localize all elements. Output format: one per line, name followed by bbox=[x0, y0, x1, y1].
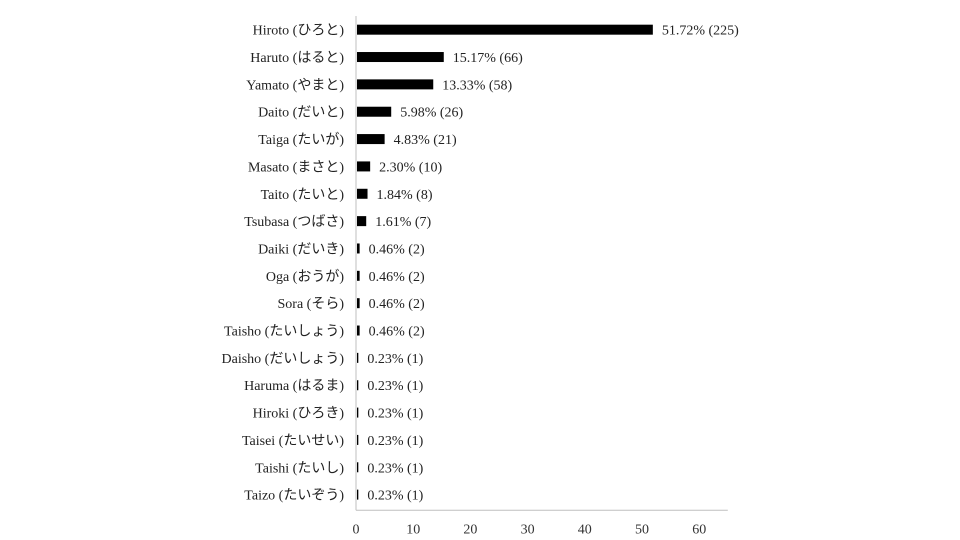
category-labels: Hiroto (ひろと) Haruto (はると) Yamato (やまと) Dait… bbox=[222, 24, 345, 504]
data-label: 2.30% (10) bbox=[379, 160, 442, 175]
data-label: 13.33% (58) bbox=[442, 78, 512, 93]
category-label: Hiroki (ひろき) bbox=[253, 406, 345, 422]
data-label: 15.17% (66) bbox=[453, 51, 523, 66]
bar bbox=[357, 134, 385, 145]
data-label: 1.61% (7) bbox=[375, 215, 431, 230]
data-label: 0.23% (1) bbox=[367, 407, 423, 422]
data-label: 0.23% (1) bbox=[367, 434, 423, 449]
bar bbox=[357, 24, 653, 35]
x-tick-label: 10 bbox=[406, 522, 420, 537]
bar bbox=[357, 352, 359, 363]
category-label: Taishi (たいし) bbox=[255, 460, 344, 476]
category-label: Tsubasa (つばさ) bbox=[244, 214, 344, 230]
bar bbox=[357, 380, 359, 391]
data-label: 5.98% (26) bbox=[400, 106, 463, 121]
category-label: Taiga (たいが) bbox=[258, 132, 344, 148]
x-tick-label: 50 bbox=[635, 522, 649, 537]
data-label: 0.46% (2) bbox=[369, 270, 425, 285]
bar bbox=[357, 106, 392, 117]
category-label: Daisho (だいしょう) bbox=[222, 351, 345, 367]
bar bbox=[357, 434, 359, 445]
category-label: Taisho (たいしょう) bbox=[224, 324, 344, 340]
data-label: 0.46% (2) bbox=[369, 297, 425, 312]
category-label: Taizo (たいぞう) bbox=[244, 488, 344, 504]
data-label: 0.46% (2) bbox=[369, 325, 425, 340]
bar bbox=[357, 489, 359, 500]
data-label: 1.84% (8) bbox=[377, 188, 433, 203]
category-label: Hiroto (ひろと) bbox=[253, 24, 345, 39]
bar bbox=[357, 462, 359, 473]
data-label: 0.46% (2) bbox=[369, 242, 425, 257]
x-tick-label: 0 bbox=[353, 522, 360, 537]
bar bbox=[357, 270, 360, 281]
data-labels: 51.72% (225) 15.17% (66) 13.33% (58) 5.98% … bbox=[367, 24, 739, 504]
bar bbox=[357, 52, 444, 63]
category-label: Taito (たいと) bbox=[261, 187, 345, 203]
x-tick-label: 60 bbox=[692, 522, 706, 537]
category-label: Yamato (やまと) bbox=[246, 77, 344, 93]
bar bbox=[357, 298, 360, 309]
x-axis-ticks: 0 10 20 30 40 50 60 bbox=[353, 522, 707, 537]
category-label: Haruto (はると) bbox=[250, 51, 344, 66]
bar bbox=[357, 216, 367, 227]
x-tick-label: 40 bbox=[578, 522, 592, 537]
data-label: 0.23% (1) bbox=[367, 352, 423, 367]
data-label: 4.83% (21) bbox=[394, 133, 457, 148]
category-label: Haruma (はるま) bbox=[244, 379, 344, 394]
category-label: Taisei (たいせい) bbox=[242, 433, 344, 449]
bar bbox=[357, 161, 371, 172]
data-label: 0.23% (1) bbox=[367, 379, 423, 394]
bar bbox=[357, 325, 360, 336]
data-label: 0.23% (1) bbox=[367, 489, 423, 504]
bar bbox=[357, 407, 359, 418]
bar bbox=[357, 188, 368, 199]
category-label: Daiki (だいき) bbox=[258, 241, 344, 257]
x-tick-label: 30 bbox=[521, 522, 535, 537]
data-label: 0.23% (1) bbox=[367, 461, 423, 476]
x-tick-label: 20 bbox=[463, 522, 477, 537]
category-label: Sora (そら) bbox=[278, 296, 345, 312]
bar bbox=[357, 79, 434, 90]
category-label: Oga (おうが) bbox=[266, 269, 344, 285]
data-label: 51.72% (225) bbox=[662, 24, 739, 39]
bars bbox=[357, 24, 653, 500]
category-label: Masato (まさと) bbox=[248, 159, 344, 175]
bar bbox=[357, 243, 360, 254]
category-label: Daito (だいと) bbox=[258, 106, 344, 121]
